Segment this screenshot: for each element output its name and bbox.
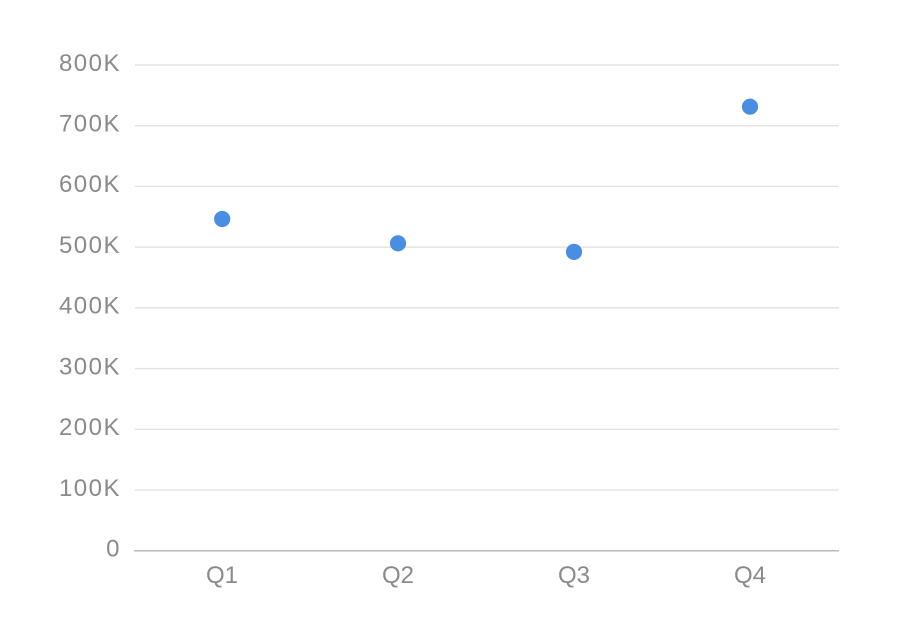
svg-text:Q4: Q4	[734, 562, 766, 589]
svg-text:200K: 200K	[59, 414, 121, 441]
svg-text:Q3: Q3	[558, 562, 590, 589]
svg-text:Q2: Q2	[382, 562, 414, 589]
svg-text:600K: 600K	[59, 171, 121, 198]
svg-text:500K: 500K	[59, 232, 121, 259]
svg-text:400K: 400K	[59, 293, 121, 320]
svg-text:Q1: Q1	[206, 562, 238, 589]
svg-text:100K: 100K	[59, 475, 121, 502]
svg-text:0: 0	[106, 536, 121, 563]
svg-text:300K: 300K	[59, 353, 121, 380]
svg-text:700K: 700K	[59, 111, 121, 138]
svg-text:800K: 800K	[59, 50, 121, 77]
